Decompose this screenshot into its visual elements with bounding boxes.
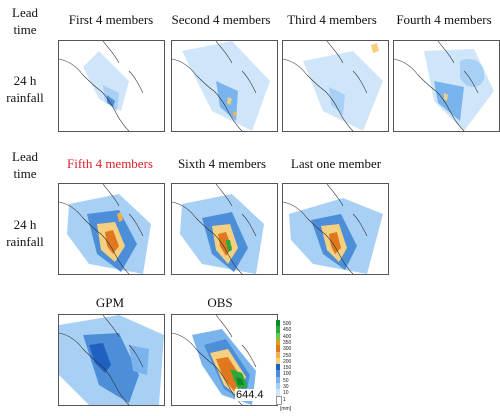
lead-time-header-1: Lead time	[12, 5, 38, 37]
coastline	[215, 41, 257, 94]
panel-title-fifth: Fifth 4 members	[67, 156, 153, 171]
legend-level-label: 400	[283, 333, 292, 340]
legend-level-label: 500	[283, 321, 292, 327]
rainfall-map-graphic	[394, 41, 494, 131]
panel-title-sixth: Sixth 4 members	[177, 156, 267, 171]
coastline	[59, 58, 130, 131]
coastline	[326, 41, 368, 94]
map-third	[282, 40, 389, 132]
map-second	[171, 40, 278, 132]
rainfall-header-2: 24 h rainfall	[6, 217, 44, 249]
rainfall-area	[236, 377, 244, 385]
legend-level-label: 200	[283, 358, 292, 365]
lead-time-header-2: Lead time	[12, 149, 38, 181]
legend-swatch	[276, 357, 280, 365]
rainfall-area	[89, 343, 111, 373]
legend-swatch	[276, 389, 280, 397]
rainfall-map-graphic	[59, 184, 151, 274]
panel-title-last: Last one member	[290, 156, 382, 171]
rainfall-map-graphic	[172, 315, 257, 405]
legend-level-label: 150	[283, 365, 292, 372]
legend-level-label: 1	[283, 396, 286, 403]
map-last	[282, 183, 389, 275]
legend-level-label: 450	[283, 327, 292, 334]
coastline	[215, 315, 257, 368]
coastline	[326, 184, 368, 237]
panel-title-first: First 4 members	[68, 12, 154, 27]
rainfall-area	[226, 240, 232, 252]
legend-swatch	[276, 370, 280, 378]
coastline	[215, 184, 257, 237]
rainfall-map-graphic	[283, 41, 383, 131]
rainfall-area	[83, 51, 129, 111]
legend-unit: [mm]	[280, 406, 292, 412]
legend-level-label: 100	[283, 371, 292, 378]
legend-level-label: 50	[283, 377, 289, 384]
rainfall-area	[371, 43, 379, 53]
legend-swatch	[276, 326, 280, 334]
legend-swatch	[276, 351, 280, 359]
map-gpm	[58, 314, 165, 406]
panel-title-fourth: Fourth 4 members	[396, 12, 492, 27]
coastline	[437, 41, 479, 94]
legend-level-label: 350	[283, 339, 292, 346]
legend-swatch	[276, 383, 280, 390]
legend-swatch	[276, 345, 280, 353]
legend-swatch	[276, 332, 280, 340]
coastline	[59, 332, 130, 405]
rainfall-area	[444, 93, 448, 101]
legend-level-label: 250	[283, 352, 292, 359]
rainfall-area	[303, 51, 383, 131]
panel-title-third: Third 4 members	[287, 12, 377, 27]
panel-title-obs: OBS	[207, 295, 233, 310]
coastline	[283, 58, 354, 131]
coastline	[172, 201, 243, 274]
rainfall-area	[107, 95, 115, 107]
rainfall-map-graphic	[172, 184, 264, 274]
legend-level-label: 10	[283, 390, 289, 397]
coastline	[59, 201, 130, 274]
rainfall-map-graphic	[59, 315, 164, 405]
rainfall-map-graphic	[172, 41, 270, 131]
coastline	[102, 184, 144, 237]
rainfall-map-graphic	[59, 41, 144, 131]
rainfall-map-graphic	[283, 184, 383, 274]
map-sixth	[171, 183, 278, 275]
legend-swatch	[276, 364, 280, 372]
legend-swatch	[276, 376, 280, 384]
coastline	[102, 315, 144, 368]
rainfall-area	[434, 81, 464, 121]
coastline	[102, 41, 144, 94]
legend-swatch	[276, 320, 280, 327]
map-fourth	[393, 40, 500, 132]
panel-title-gpm: GPM	[95, 295, 125, 310]
rainfall-area	[329, 232, 341, 254]
legend-swatch	[276, 338, 280, 346]
coastline	[283, 201, 354, 274]
rainfall-legend: 500 450 400 350 300 250 200 150 100 50 30 10 1	[276, 320, 298, 405]
legend-level-label: 30	[283, 384, 289, 390]
coastline	[172, 58, 243, 131]
obs-max-label: 644.4	[235, 389, 265, 401]
panel-title-second: Second 4 members	[171, 12, 271, 27]
rainfall-area	[233, 111, 237, 117]
map-first	[58, 40, 165, 132]
map-fifth	[58, 183, 165, 275]
rainfall-area	[460, 59, 485, 88]
rainfall-area	[105, 230, 119, 254]
rainfall-area	[117, 212, 123, 222]
rainfall-area	[227, 97, 232, 105]
legend-level-label: 300	[283, 346, 292, 353]
rainfall-area	[329, 87, 345, 115]
rainfall-area	[216, 81, 238, 121]
rainfall-header-1: 24 h rainfall	[6, 73, 44, 105]
coastline	[394, 58, 465, 131]
legend-swatch	[276, 395, 282, 405]
coastline	[172, 332, 243, 405]
